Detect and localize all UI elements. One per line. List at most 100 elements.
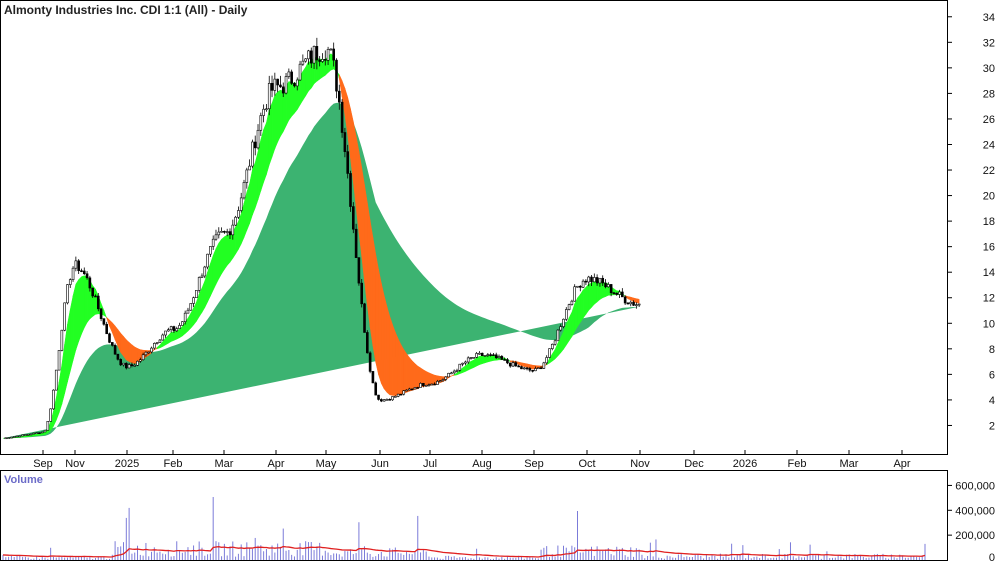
- candle-body: [307, 50, 310, 60]
- x-axis: Sep Nov 2025 Feb Mar Apr May Jun Jul Aug Sep Oct Nov…: [33, 450, 911, 470]
- candle-body: [584, 280, 588, 283]
- short-band-segment: [395, 332, 399, 397]
- x-tick-label: Feb: [164, 458, 183, 470]
- x-tick-label: 2026: [733, 458, 757, 470]
- candle-body: [279, 84, 282, 88]
- short-band-segment: [288, 81, 292, 122]
- candle-body: [542, 362, 546, 369]
- candle-body: [315, 46, 319, 61]
- short-band-segment: [254, 151, 259, 209]
- candle-body: [497, 356, 501, 359]
- candle-body: [262, 108, 265, 116]
- candle-body: [63, 302, 66, 331]
- candle-body: [391, 396, 394, 401]
- short-band-segment: [78, 276, 82, 342]
- candle-body: [545, 357, 548, 364]
- short-band-segment: [585, 283, 589, 316]
- candle-body: [265, 108, 268, 111]
- candle-body: [102, 318, 106, 325]
- short-band-segment: [221, 236, 225, 275]
- candle-body: [141, 354, 145, 361]
- candle-body: [186, 309, 190, 314]
- candle-body: [525, 367, 529, 370]
- candle-body: [635, 304, 638, 306]
- candle-body: [517, 365, 520, 368]
- volume-y-axis: 200,000 400,000 600,000 0: [947, 480, 995, 562]
- candle-body: [253, 141, 257, 149]
- candle-body: [343, 132, 347, 152]
- short-band-segment: [123, 335, 127, 361]
- short-band-segment: [386, 306, 390, 396]
- candle-body: [623, 296, 627, 304]
- candle-body: [46, 420, 50, 431]
- candle-body: [105, 323, 108, 335]
- volume-y-tick-label: 200,000: [955, 530, 995, 542]
- candle-body: [18, 435, 22, 438]
- candle-body: [136, 360, 139, 366]
- x-tick-label: May: [316, 458, 337, 470]
- candle-body: [35, 432, 38, 434]
- candle-body: [256, 129, 260, 149]
- candle-body: [601, 277, 605, 284]
- candle-body: [172, 326, 176, 332]
- x-tick-label: Nov: [630, 458, 650, 470]
- short-band-segment: [170, 331, 175, 342]
- candle-body: [590, 276, 593, 283]
- candle-body: [489, 354, 492, 356]
- candle-body: [346, 151, 349, 174]
- candle-body: [15, 435, 19, 438]
- y-tick-label: 26: [983, 114, 995, 126]
- candle-body: [192, 297, 195, 304]
- candle-body: [113, 345, 117, 355]
- candle-body: [503, 359, 506, 361]
- short-band-segment: [224, 234, 228, 271]
- short-band-segment: [375, 253, 379, 375]
- short-band-segment: [215, 242, 220, 285]
- short-band-segment: [308, 61, 312, 92]
- candle-body: [612, 292, 616, 295]
- candle-body: [195, 290, 198, 299]
- candle-body: [312, 46, 316, 64]
- candle-body: [301, 60, 305, 65]
- candle-body: [214, 234, 218, 240]
- short-band-segment: [75, 278, 79, 351]
- candle-body: [598, 277, 602, 284]
- candle-body: [326, 49, 330, 61]
- candle-body: [332, 48, 335, 61]
- candle-body: [531, 369, 534, 372]
- candle-body: [7, 437, 10, 439]
- short-band-segment: [271, 95, 276, 158]
- candle-body: [621, 291, 624, 298]
- candle-body: [119, 359, 123, 366]
- candle-body: [323, 59, 327, 61]
- candle-body: [127, 364, 131, 369]
- candle-body: [472, 357, 476, 359]
- candle-body: [130, 364, 134, 366]
- candle-body: [380, 399, 383, 402]
- candle-body: [514, 362, 518, 367]
- candle-body: [49, 408, 52, 422]
- short-band-segment: [574, 297, 578, 333]
- candle-body: [567, 304, 571, 310]
- candle-body: [91, 287, 94, 297]
- candle-body: [82, 270, 86, 275]
- x-tick-label: Jul: [423, 458, 437, 470]
- y-tick-label: 6: [989, 369, 995, 381]
- candle-body: [444, 376, 448, 380]
- candle-body: [110, 342, 114, 346]
- short-band-segment: [476, 355, 480, 367]
- short-band-segment: [392, 324, 396, 396]
- candle-body: [329, 48, 333, 51]
- candle-body: [4, 437, 8, 440]
- candle-body: [211, 238, 215, 247]
- x-tick-label: Aug: [472, 458, 492, 470]
- x-tick-label: Nov: [65, 458, 85, 470]
- candle-body: [402, 390, 406, 395]
- candle-body: [528, 368, 532, 371]
- short-band-segment: [246, 183, 250, 231]
- short-band-segment: [268, 103, 273, 166]
- short-band-segment: [594, 280, 598, 305]
- candle-body: [318, 59, 321, 62]
- candle-body: [534, 368, 537, 372]
- candle-body: [223, 230, 226, 233]
